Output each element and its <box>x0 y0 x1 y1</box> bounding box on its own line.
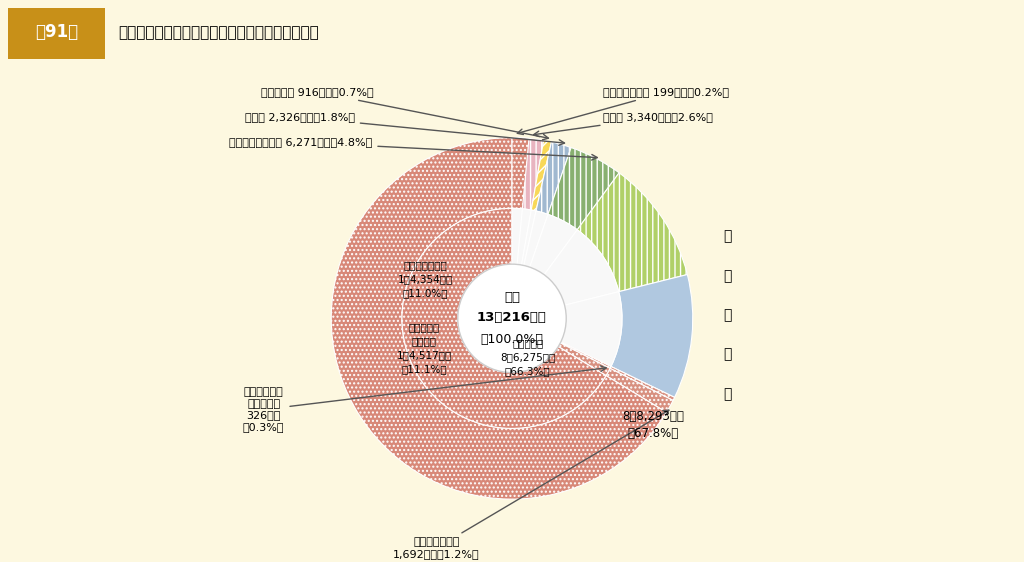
Wedge shape <box>561 292 622 366</box>
Text: その他の給付費
1,692億円（1.2%）: その他の給付費 1,692億円（1.2%） <box>393 410 669 559</box>
Text: 総務費 2,326億円（1.8%）: 総務費 2,326億円（1.8%） <box>245 112 564 146</box>
Text: 老人保健拠出金 199億円（0.2%）: 老人保健拠出金 199億円（0.2%） <box>517 87 729 134</box>
Wedge shape <box>560 342 611 368</box>
Wedge shape <box>513 209 531 265</box>
Text: 診療報酬審査
支払手数料
326億円
（0.3%）: 診療報酬審査 支払手数料 326億円 （0.3%） <box>243 366 606 432</box>
Wedge shape <box>611 274 693 397</box>
Text: 8兆8,293億円
（67.8%）: 8兆8,293億円 （67.8%） <box>623 410 684 440</box>
Text: 歳出: 歳出 <box>504 291 520 303</box>
Wedge shape <box>521 210 536 265</box>
Wedge shape <box>606 368 673 413</box>
Text: 共同事業拠出金
1兆4,354億円
（11.0%）: 共同事業拠出金 1兆4,354億円 （11.0%） <box>398 260 454 298</box>
Circle shape <box>458 264 566 373</box>
Wedge shape <box>512 138 529 209</box>
Text: 険: 険 <box>723 269 731 283</box>
Wedge shape <box>513 138 544 210</box>
Text: 国民健康保険事業の歳出決算の状況（事業勘定）: 国民健康保険事業の歳出決算の状況（事業勘定） <box>118 25 318 40</box>
Wedge shape <box>544 230 618 305</box>
Text: 給: 給 <box>723 308 731 322</box>
Wedge shape <box>558 343 610 375</box>
Text: 保健事業費 916億円（0.7%）: 保健事業費 916億円（0.7%） <box>260 87 549 140</box>
Wedge shape <box>402 209 606 428</box>
Text: 後期高齢者
支援金等
1兆4,517億円
（11.1%）: 後期高齢者 支援金等 1兆4,517億円 （11.1%） <box>396 322 452 374</box>
Text: 第91図: 第91図 <box>35 23 79 42</box>
Text: その他 3,340億円（2.6%）: その他 3,340億円（2.6%） <box>534 112 713 137</box>
Wedge shape <box>331 138 667 499</box>
Wedge shape <box>548 148 620 230</box>
Wedge shape <box>531 140 552 211</box>
Text: 療養諸費等
8兆6,275億円
（66.3%）: 療養諸費等 8兆6,275億円 （66.3%） <box>500 339 555 377</box>
Wedge shape <box>512 138 514 209</box>
Text: 介護給付費納付金 6,271億円（4.8%）: 介護給付費納付金 6,271億円（4.8%） <box>229 137 597 160</box>
Wedge shape <box>512 209 522 264</box>
Wedge shape <box>529 214 578 275</box>
FancyBboxPatch shape <box>8 8 105 60</box>
Text: （100.0%）: （100.0%） <box>480 333 544 346</box>
Text: 13兆216億円: 13兆216億円 <box>477 311 547 324</box>
Wedge shape <box>578 173 687 292</box>
Wedge shape <box>536 142 571 214</box>
Text: 付: 付 <box>723 347 731 361</box>
Wedge shape <box>610 366 675 401</box>
Wedge shape <box>512 209 513 264</box>
Wedge shape <box>524 211 548 267</box>
Text: 費: 費 <box>723 387 731 401</box>
Text: 保: 保 <box>723 230 731 244</box>
